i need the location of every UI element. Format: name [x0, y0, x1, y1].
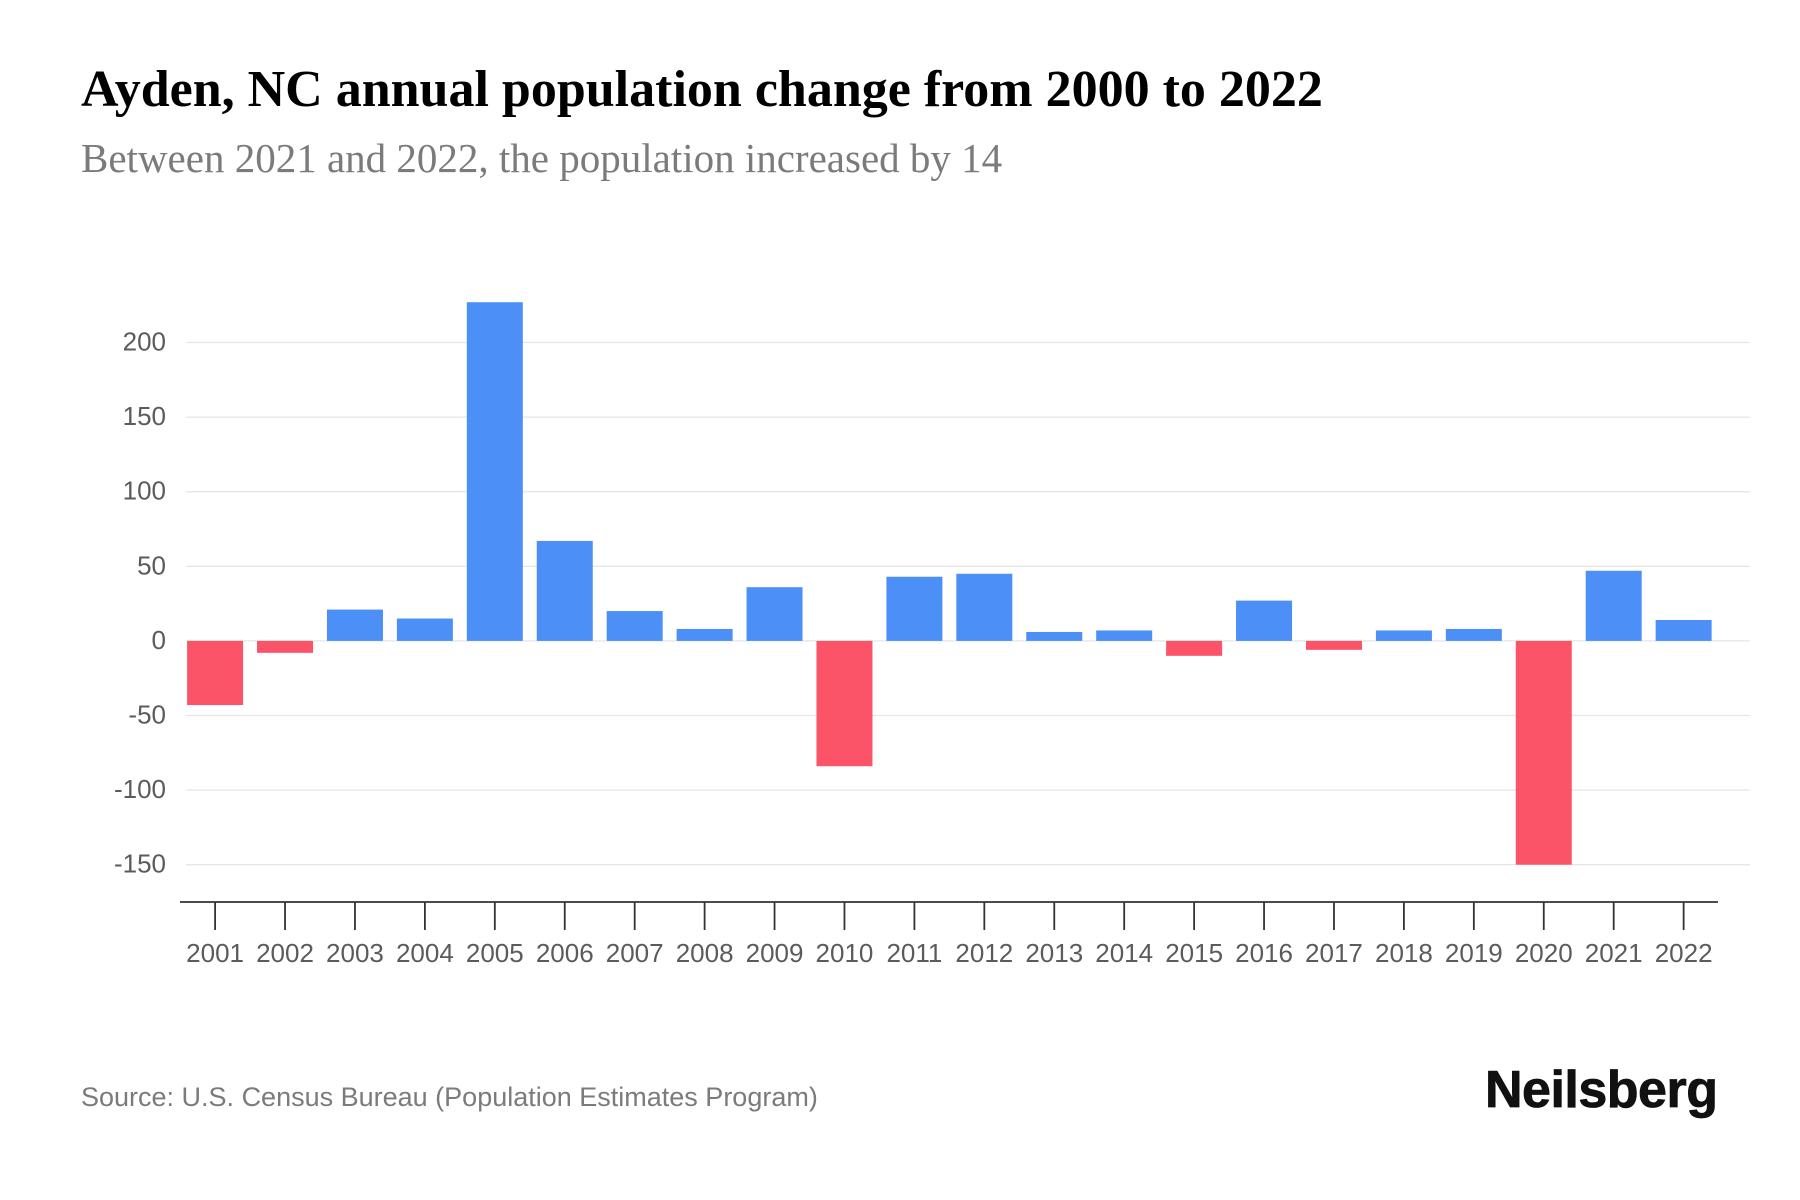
- svg-text:2018: 2018: [1375, 938, 1433, 968]
- svg-text:0: 0: [152, 625, 166, 655]
- svg-text:200: 200: [123, 327, 166, 357]
- svg-text:2003: 2003: [326, 938, 384, 968]
- svg-text:2004: 2004: [396, 938, 454, 968]
- svg-text:2002: 2002: [256, 938, 314, 968]
- svg-text:2005: 2005: [466, 938, 524, 968]
- svg-text:2022: 2022: [1655, 938, 1713, 968]
- svg-text:2008: 2008: [676, 938, 734, 968]
- svg-text:2007: 2007: [606, 938, 664, 968]
- svg-text:2006: 2006: [536, 938, 594, 968]
- svg-text:-50: -50: [128, 700, 166, 730]
- svg-text:50: 50: [137, 550, 166, 580]
- svg-text:2021: 2021: [1585, 938, 1643, 968]
- svg-text:2012: 2012: [955, 938, 1013, 968]
- svg-text:2009: 2009: [746, 938, 804, 968]
- svg-text:2011: 2011: [886, 938, 942, 968]
- svg-text:2010: 2010: [816, 938, 874, 968]
- svg-text:2017: 2017: [1305, 938, 1363, 968]
- svg-text:-150: -150: [114, 849, 166, 879]
- svg-text:2013: 2013: [1025, 938, 1083, 968]
- svg-text:100: 100: [123, 476, 166, 506]
- svg-text:2001: 2001: [186, 938, 244, 968]
- svg-text:2015: 2015: [1165, 938, 1223, 968]
- svg-text:2016: 2016: [1235, 938, 1293, 968]
- svg-text:2020: 2020: [1515, 938, 1573, 968]
- svg-text:2014: 2014: [1095, 938, 1153, 968]
- svg-text:2019: 2019: [1445, 938, 1503, 968]
- svg-text:-100: -100: [114, 774, 166, 804]
- svg-text:150: 150: [123, 401, 166, 431]
